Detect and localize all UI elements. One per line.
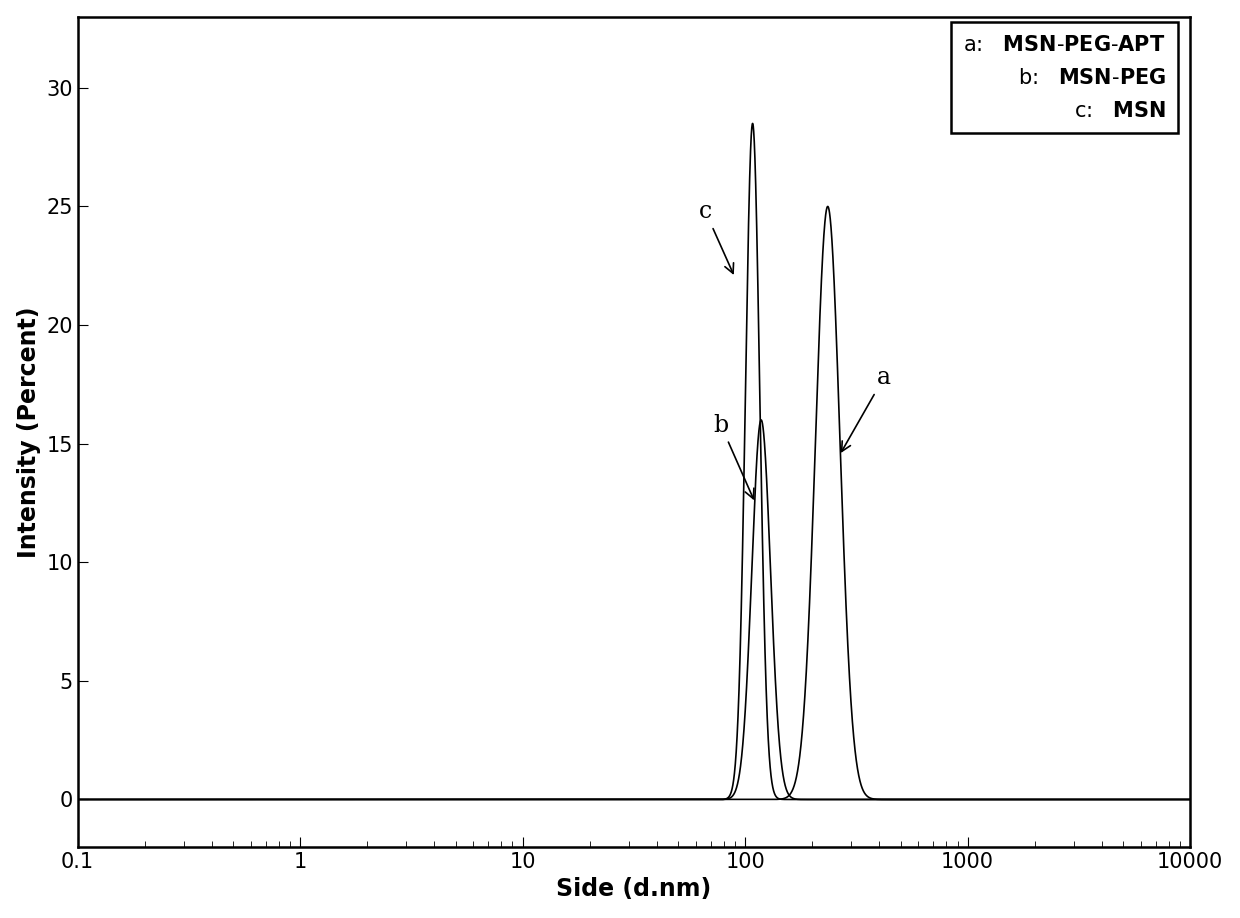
Text: c: c	[699, 200, 734, 274]
X-axis label: Side (d.nm): Side (d.nm)	[557, 878, 712, 901]
Text: a: a	[842, 366, 890, 452]
Text: a:   $\mathbf{MSN\text{-}PEG\text{-}APT}$
b:   $\mathbf{MSN\text{-}PEG}$
c:   $\: a: $\mathbf{MSN\text{-}PEG\text{-}APT}$ …	[963, 35, 1166, 120]
Y-axis label: Intensity (Percent): Intensity (Percent)	[16, 306, 41, 557]
Text: b: b	[713, 414, 754, 498]
